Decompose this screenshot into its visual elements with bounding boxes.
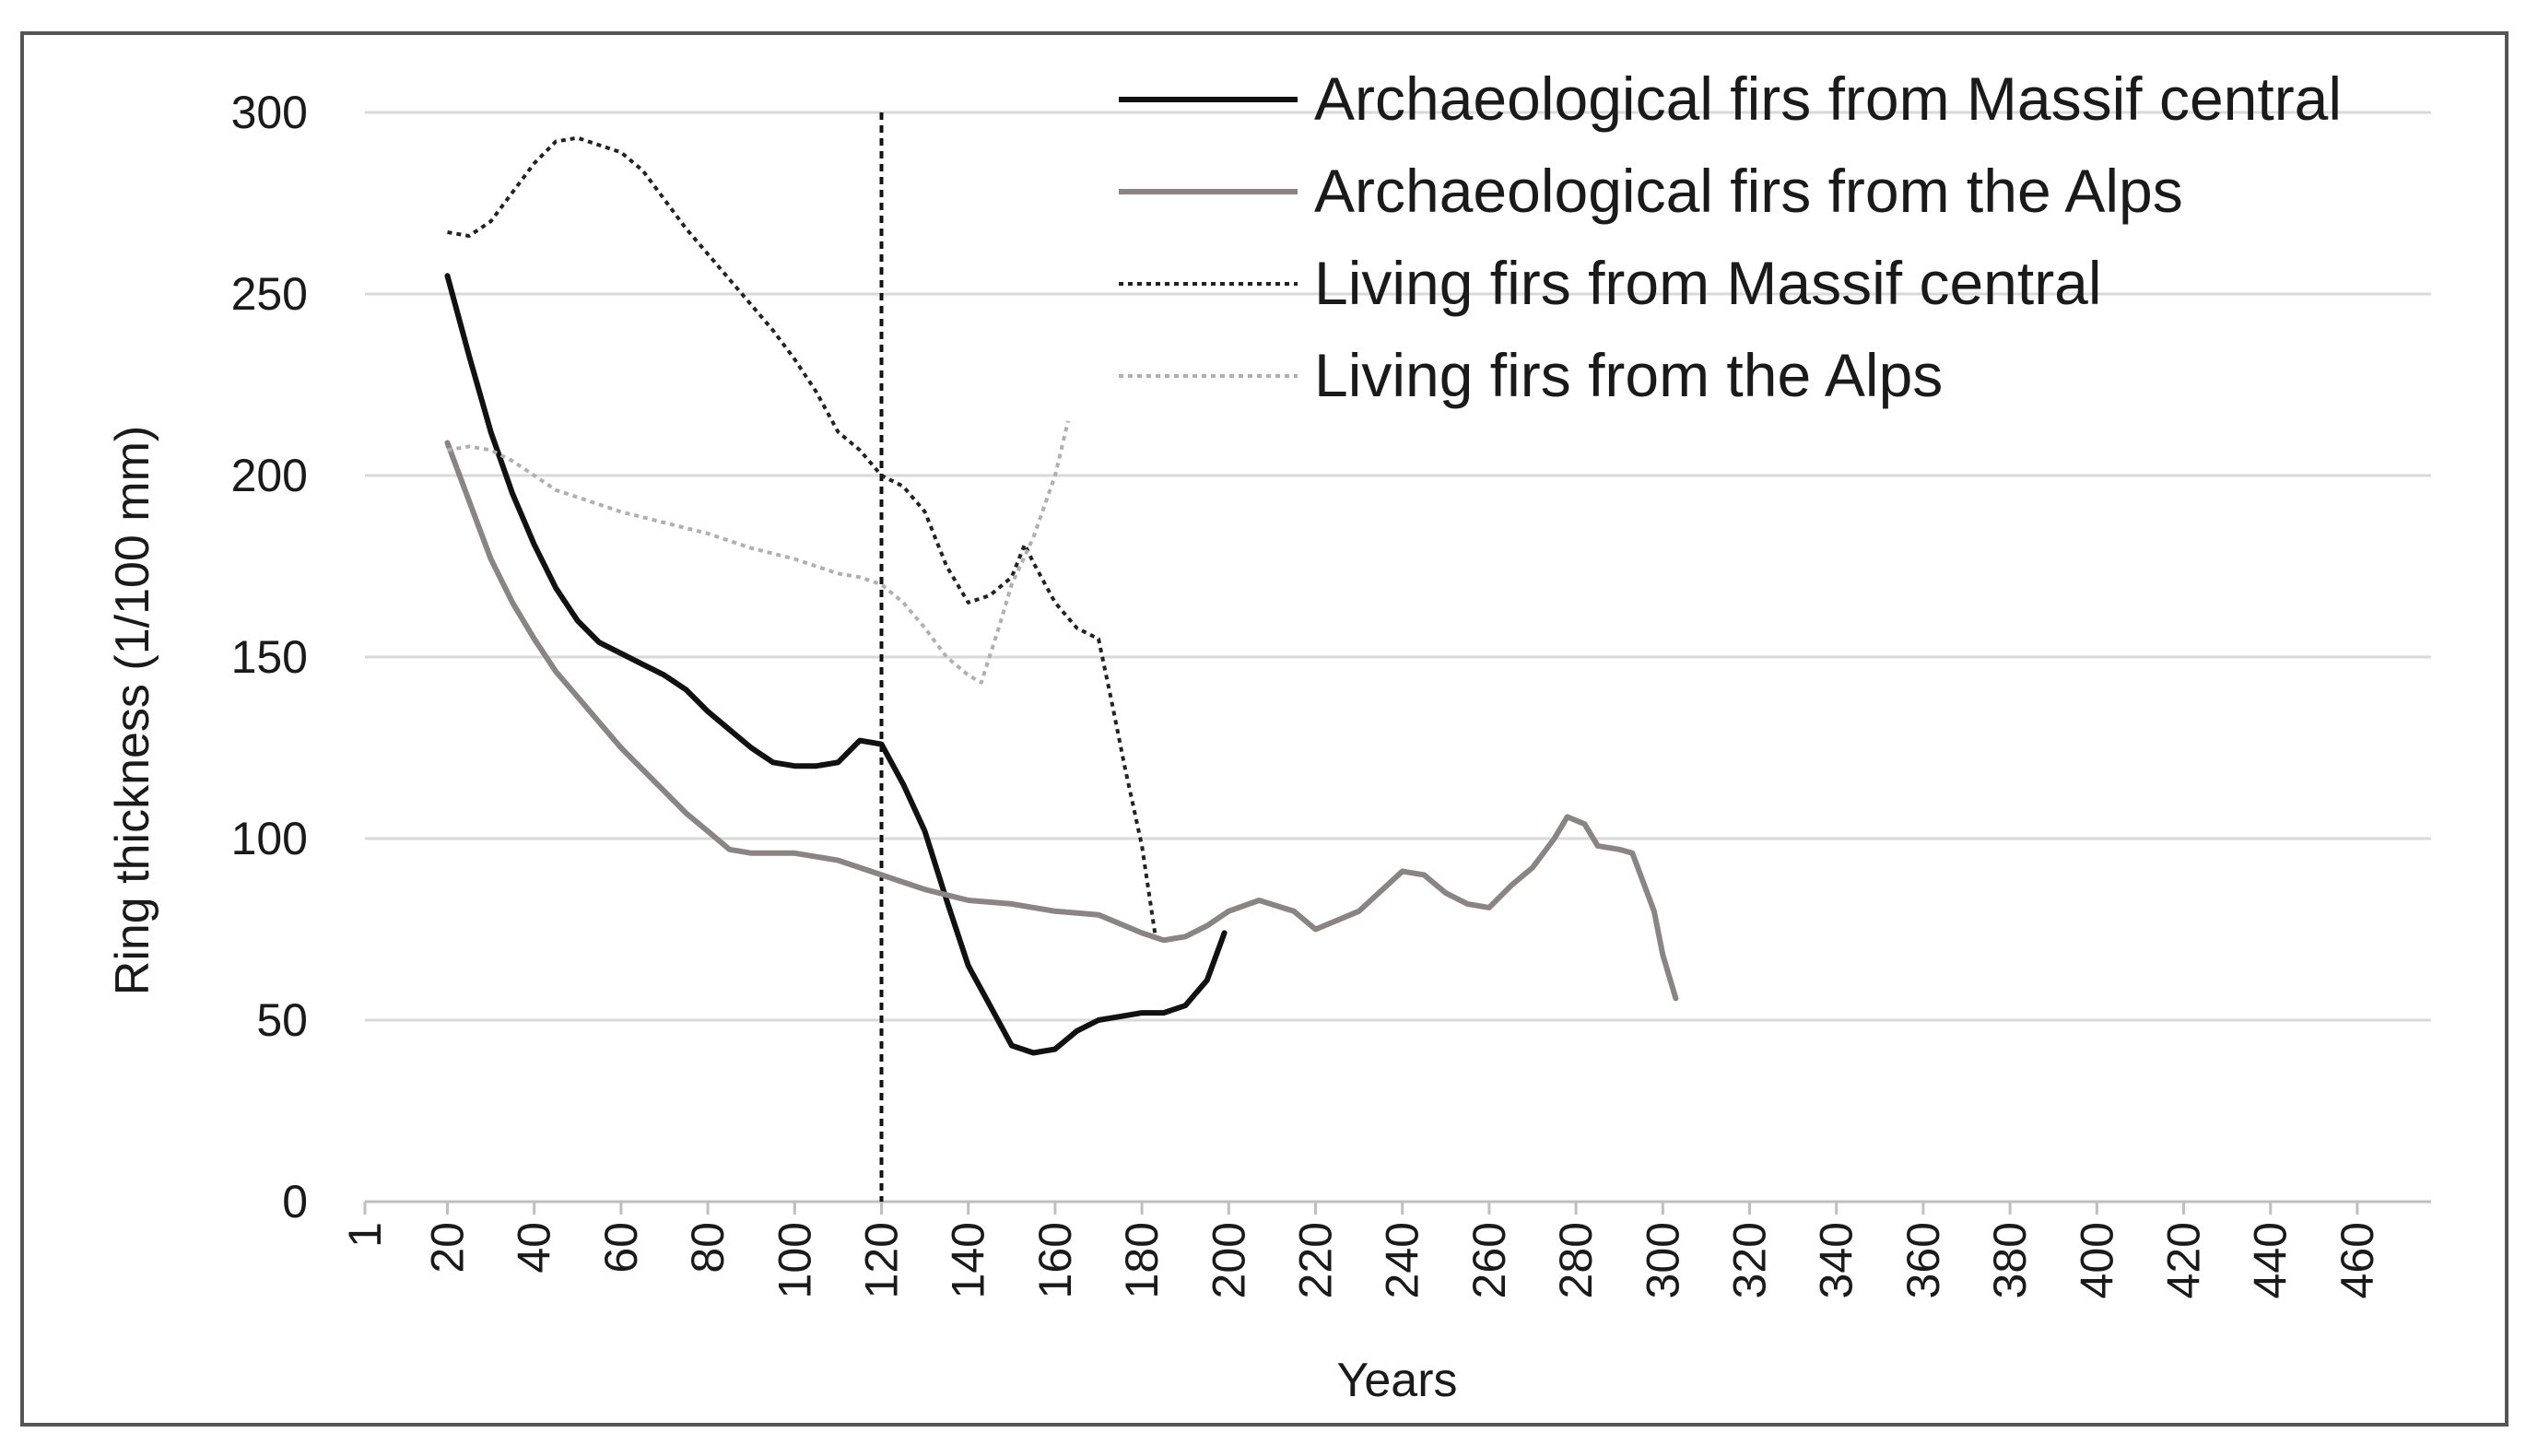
x-tick-label: 120: [856, 1222, 908, 1298]
x-tick-label: 440: [2245, 1222, 2297, 1298]
x-tick-labels: 1 20 40 60 80 100 120 140 160 180 200 220 240 260 280 3…: [339, 1222, 2383, 1298]
x-tick-label: 20: [421, 1222, 473, 1274]
legend: Archaeological firs from Massif central A…: [1119, 65, 2342, 409]
y-axis-title: Ring thickness (1/100 mm): [106, 426, 159, 995]
x-tick-label: 360: [1897, 1222, 1949, 1298]
x-tick-label: 320: [1724, 1222, 1776, 1298]
x-tick-label: 200: [1203, 1222, 1254, 1298]
x-tick-label: 380: [1984, 1222, 2036, 1298]
x-tick-label: 420: [2158, 1222, 2210, 1298]
x-tick-label: 180: [1116, 1222, 1168, 1298]
legend-label-2: Archaeological firs from the Alps: [1314, 157, 2183, 225]
y-tick-label: 100: [231, 813, 308, 864]
x-tick-label: 60: [595, 1222, 647, 1274]
x-axis: [363, 1200, 2431, 1215]
x-tick-label: 1: [339, 1222, 391, 1248]
x-tick-label: 160: [1029, 1222, 1081, 1298]
legend-label-3: Living firs from Massif central: [1314, 249, 2102, 317]
x-tick-label: 280: [1550, 1222, 1602, 1298]
legend-label-1: Archaeological firs from Massif central: [1314, 65, 2342, 133]
y-tick-label: 150: [231, 631, 308, 683]
legend-label-4: Living firs from the Alps: [1314, 341, 1943, 409]
x-axis-title: Years: [1336, 1354, 1457, 1407]
x-tick-label: 220: [1290, 1222, 1342, 1298]
series-line-2: [444, 440, 1679, 1002]
x-tick-label: 80: [682, 1222, 734, 1274]
x-tick-label: 140: [943, 1222, 994, 1298]
gridlines: [365, 111, 2431, 1022]
y-tick-label: 0: [282, 1176, 308, 1227]
y-tick-label: 300: [231, 87, 308, 138]
x-tick-label: 460: [2332, 1222, 2383, 1298]
chart-frame: 0 50 100 150 200 250 300 1 20 40 60 80 100 120 140 160…: [20, 31, 2508, 1427]
x-tick-label: 340: [1811, 1222, 1862, 1298]
y-tick-label: 250: [231, 268, 308, 320]
x-tick-label: 240: [1377, 1222, 1428, 1298]
y-tick-label: 200: [231, 450, 308, 501]
x-tick-label: 300: [1637, 1222, 1688, 1298]
series-line-4: [447, 420, 1070, 685]
y-axis: 0 50 100 150 200 250 300: [231, 87, 308, 1227]
x-tick-label: 400: [2071, 1222, 2122, 1298]
x-tick-label: 40: [509, 1222, 560, 1274]
series-line-1: [444, 273, 1228, 1056]
x-tick-label: 260: [1463, 1222, 1515, 1298]
x-tick-label: 100: [769, 1222, 820, 1298]
y-tick-label: 50: [256, 994, 308, 1046]
series-line-3: [447, 135, 1157, 933]
series-lines: [444, 135, 1679, 1056]
